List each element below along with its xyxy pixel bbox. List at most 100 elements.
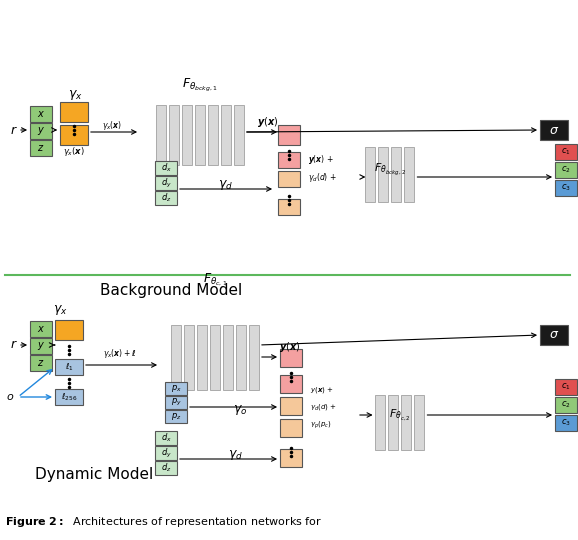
Bar xyxy=(155,176,177,190)
Text: $y$: $y$ xyxy=(37,340,45,352)
Text: $z$: $z$ xyxy=(38,358,45,368)
Bar xyxy=(555,162,577,178)
Text: $\gamma_d$: $\gamma_d$ xyxy=(217,178,232,192)
Text: $d_y$: $d_y$ xyxy=(161,447,172,460)
Text: $\ell_{256}$: $\ell_{256}$ xyxy=(61,392,77,403)
Bar xyxy=(555,415,577,431)
Bar xyxy=(223,325,233,390)
Bar xyxy=(280,375,302,393)
Text: $p_z$: $p_z$ xyxy=(171,411,181,422)
Bar xyxy=(278,199,300,215)
Bar xyxy=(221,105,231,165)
Bar xyxy=(171,325,181,390)
Bar xyxy=(197,325,207,390)
Text: $F_{\theta_{c,1}}$: $F_{\theta_{c,1}}$ xyxy=(203,272,227,288)
Text: $F_{\theta_{c,2}}$: $F_{\theta_{c,2}}$ xyxy=(389,408,411,422)
Bar xyxy=(184,325,194,390)
Bar xyxy=(30,123,52,139)
Text: $d_z$: $d_z$ xyxy=(161,192,171,204)
Bar xyxy=(280,349,302,367)
Text: $y(\boldsymbol{x})$ +: $y(\boldsymbol{x})$ + xyxy=(310,385,334,395)
Bar xyxy=(155,161,177,175)
Text: $\boldsymbol{y}(\boldsymbol{x})$ +: $\boldsymbol{y}(\boldsymbol{x})$ + xyxy=(308,153,334,166)
Text: $F_{\theta_{bckg,1}}$: $F_{\theta_{bckg,1}}$ xyxy=(182,77,218,93)
Bar xyxy=(195,105,205,165)
Text: $o$: $o$ xyxy=(6,392,14,402)
Text: Dynamic Model: Dynamic Model xyxy=(35,468,153,483)
Text: $\ell_1$: $\ell_1$ xyxy=(65,361,73,373)
Bar xyxy=(391,147,402,202)
Text: $c_3$: $c_3$ xyxy=(561,418,571,428)
Bar xyxy=(165,382,187,395)
Text: $p_x$: $p_x$ xyxy=(171,383,181,394)
Bar xyxy=(278,171,300,187)
Text: $\gamma_d(d)$ +: $\gamma_d(d)$ + xyxy=(308,171,337,184)
Bar xyxy=(379,147,388,202)
Text: $\gamma_d(d)$ +: $\gamma_d(d)$ + xyxy=(310,402,337,412)
Text: $\sigma$: $\sigma$ xyxy=(549,124,559,137)
Bar xyxy=(405,147,414,202)
Text: $\gamma_p(p_c)$: $\gamma_p(p_c)$ xyxy=(310,419,332,431)
Text: $x$: $x$ xyxy=(37,109,45,119)
Text: $x$: $x$ xyxy=(37,324,45,334)
Text: $\gamma_x(\boldsymbol{x})+\boldsymbol{\ell}$: $\gamma_x(\boldsymbol{x})+\boldsymbol{\e… xyxy=(103,347,136,360)
Bar xyxy=(280,449,302,467)
Text: $d_z$: $d_z$ xyxy=(161,462,171,474)
Text: $c_3$: $c_3$ xyxy=(561,183,571,193)
Bar xyxy=(165,396,187,409)
Bar xyxy=(182,105,192,165)
Bar xyxy=(55,389,83,405)
Bar xyxy=(402,395,412,450)
Bar xyxy=(155,461,177,475)
Bar xyxy=(555,180,577,196)
Text: $\bf{Figure\ 2:}$  Architectures of representation networks for: $\bf{Figure\ 2:}$ Architectures of repre… xyxy=(5,515,322,529)
Text: $r$: $r$ xyxy=(10,124,18,137)
Text: $c_1$: $c_1$ xyxy=(561,147,571,157)
Text: $p_y$: $p_y$ xyxy=(171,397,181,408)
Bar xyxy=(540,120,568,140)
Bar xyxy=(155,431,177,445)
Bar xyxy=(30,338,52,354)
Text: $r$: $r$ xyxy=(10,339,18,352)
Text: $\gamma_d$: $\gamma_d$ xyxy=(228,448,243,462)
Text: $\boldsymbol{y}(\boldsymbol{x})$: $\boldsymbol{y}(\boldsymbol{x})$ xyxy=(279,340,301,354)
Bar xyxy=(555,379,577,395)
Text: $y$: $y$ xyxy=(37,125,45,137)
Bar xyxy=(208,105,218,165)
Text: $d_y$: $d_y$ xyxy=(161,177,172,190)
Bar xyxy=(280,419,302,437)
Bar xyxy=(60,102,88,122)
Bar xyxy=(155,446,177,460)
Bar xyxy=(234,105,244,165)
Text: Background Model: Background Model xyxy=(100,282,242,298)
Text: $z$: $z$ xyxy=(38,143,45,153)
Bar xyxy=(388,395,398,450)
Text: $d_x$: $d_x$ xyxy=(161,432,172,444)
Bar xyxy=(155,191,177,205)
Text: $\boldsymbol{y}(\boldsymbol{x})$: $\boldsymbol{y}(\boldsymbol{x})$ xyxy=(257,115,279,129)
Bar xyxy=(55,320,83,340)
Bar xyxy=(249,325,259,390)
Text: $\gamma_x$: $\gamma_x$ xyxy=(53,303,67,317)
Bar xyxy=(278,152,300,168)
Text: $d_x$: $d_x$ xyxy=(161,162,172,174)
Bar xyxy=(365,147,376,202)
Bar xyxy=(165,410,187,423)
Text: $F_{\theta_{bckg,2}}$: $F_{\theta_{bckg,2}}$ xyxy=(374,162,406,178)
Bar xyxy=(280,397,302,415)
Bar xyxy=(55,359,83,375)
Text: $\gamma_x(\boldsymbol{x})$: $\gamma_x(\boldsymbol{x})$ xyxy=(63,145,85,159)
Text: $c_2$: $c_2$ xyxy=(561,165,571,176)
Bar xyxy=(414,395,424,450)
Text: $c_2$: $c_2$ xyxy=(561,400,571,410)
Bar xyxy=(540,325,568,345)
Text: $\gamma_x$: $\gamma_x$ xyxy=(68,88,82,102)
Text: $c_1$: $c_1$ xyxy=(561,382,571,392)
Bar xyxy=(555,144,577,160)
Bar xyxy=(236,325,246,390)
Bar xyxy=(30,355,52,371)
Bar xyxy=(60,125,88,145)
Bar xyxy=(30,106,52,122)
Bar xyxy=(278,125,300,145)
Text: $\gamma_x(\boldsymbol{x})$: $\gamma_x(\boldsymbol{x})$ xyxy=(102,118,122,132)
